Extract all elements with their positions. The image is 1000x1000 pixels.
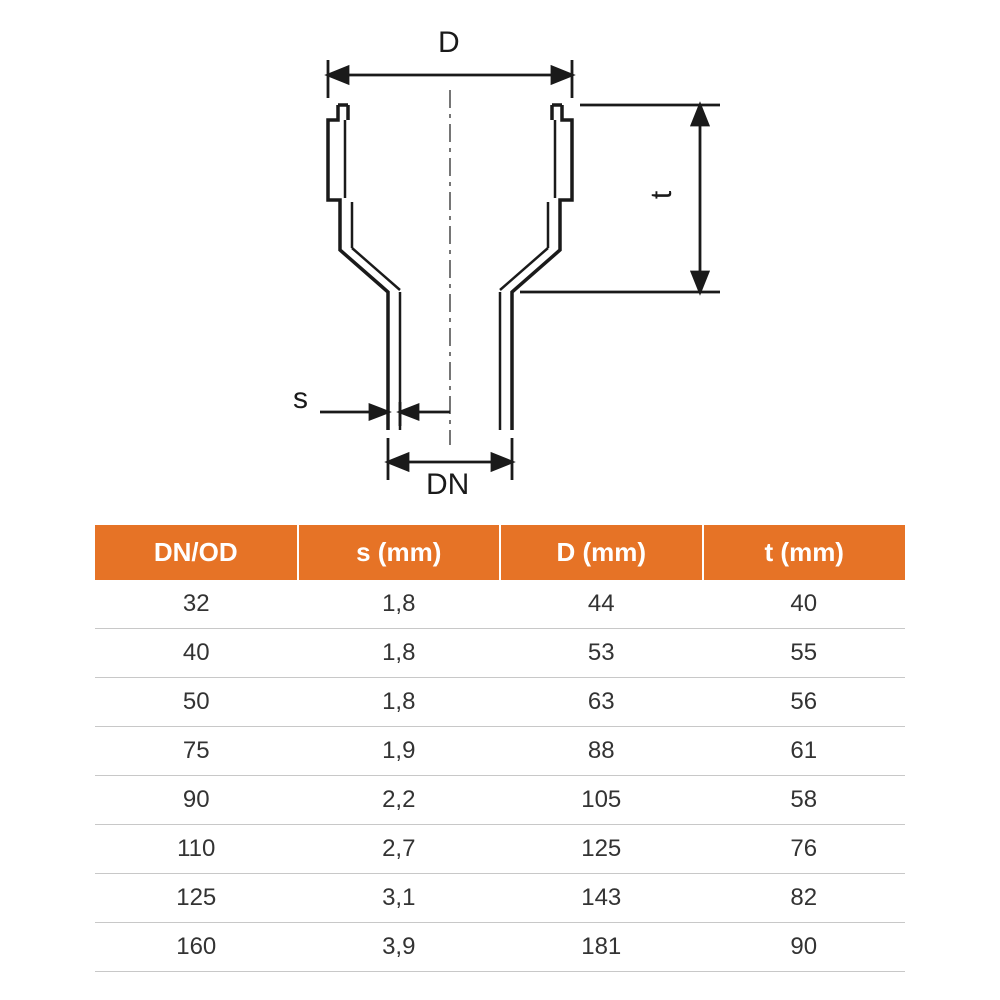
- table-cell: 40: [95, 629, 298, 678]
- table-cell: 105: [500, 776, 703, 825]
- table-cell: 56: [703, 678, 906, 727]
- technical-diagram: D t s DN: [0, 20, 1000, 500]
- table-row: 751,98861: [95, 727, 905, 776]
- label-s: s: [293, 382, 308, 416]
- col-header-t: t (mm): [703, 525, 906, 580]
- table-cell: 76: [703, 825, 906, 874]
- table-cell: 143: [500, 874, 703, 923]
- label-t: t: [645, 191, 679, 199]
- col-header-s: s (mm): [298, 525, 501, 580]
- table-cell: 61: [703, 727, 906, 776]
- table-cell: 181: [500, 923, 703, 972]
- table-cell: 2,7: [298, 825, 501, 874]
- table-cell: 75: [95, 727, 298, 776]
- table-cell: 160: [95, 923, 298, 972]
- table-row: 501,86356: [95, 678, 905, 727]
- table-cell: 88: [500, 727, 703, 776]
- table-cell: 3,1: [298, 874, 501, 923]
- table-row: 1102,712576: [95, 825, 905, 874]
- table-cell: 125: [95, 874, 298, 923]
- table-row: 1603,918190: [95, 923, 905, 972]
- table-cell: 40: [703, 580, 906, 629]
- table-cell: 1,8: [298, 580, 501, 629]
- table-cell: 58: [703, 776, 906, 825]
- table-cell: 32: [95, 580, 298, 629]
- col-header-d: D (mm): [500, 525, 703, 580]
- table-row: 1253,114382: [95, 874, 905, 923]
- table-cell: 53: [500, 629, 703, 678]
- table-cell: 63: [500, 678, 703, 727]
- table-row: 902,210558: [95, 776, 905, 825]
- table-cell: 125: [500, 825, 703, 874]
- table-body: 321,84440401,85355501,86356751,98861902,…: [95, 580, 905, 972]
- table-cell: 90: [95, 776, 298, 825]
- label-dn: DN: [426, 468, 469, 502]
- label-d: D: [438, 26, 460, 60]
- dimensions-table: DN/OD s (mm) D (mm) t (mm) 321,84440401,…: [95, 525, 905, 972]
- table-row: 321,84440: [95, 580, 905, 629]
- table-cell: 2,2: [298, 776, 501, 825]
- table-header-row: DN/OD s (mm) D (mm) t (mm): [95, 525, 905, 580]
- table-row: 401,85355: [95, 629, 905, 678]
- table-cell: 44: [500, 580, 703, 629]
- page-container: D t s DN DN/OD s (mm) D (mm) t (mm) 321,…: [0, 0, 1000, 1000]
- table-cell: 110: [95, 825, 298, 874]
- table-cell: 90: [703, 923, 906, 972]
- table-cell: 1,8: [298, 678, 501, 727]
- pipe-diagram-svg: [0, 20, 1000, 500]
- table-cell: 55: [703, 629, 906, 678]
- col-header-dnod: DN/OD: [95, 525, 298, 580]
- table-cell: 82: [703, 874, 906, 923]
- table-cell: 1,8: [298, 629, 501, 678]
- table-cell: 50: [95, 678, 298, 727]
- table-cell: 3,9: [298, 923, 501, 972]
- table-cell: 1,9: [298, 727, 501, 776]
